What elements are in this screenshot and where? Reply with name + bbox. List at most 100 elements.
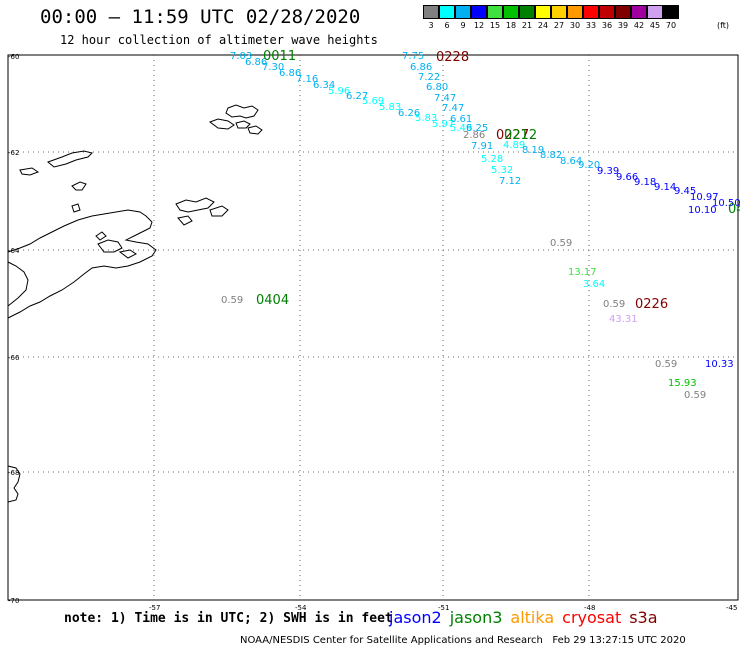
pass-time: 0228 [436,50,469,65]
color-swatch [582,5,599,19]
color-swatch [614,5,631,19]
wave-height: 13.17 [568,267,597,278]
satellite-legend: jason2 jason3 altika cryosat s3a [389,608,666,627]
pass-time: 04 [728,202,740,217]
coast-south [7,465,21,503]
wave-height: 7.12 [499,176,521,187]
wave-height: 5.49 [450,123,472,134]
wave-height: 6.80 [426,82,448,93]
pass-time: 0011 [263,49,296,64]
wave-height: 7.47 [442,103,464,114]
wave-height: 15.93 [668,378,697,389]
island-c [235,120,251,129]
wave-height: 5.96 [328,86,350,97]
wave-height: 0.59 [550,238,572,249]
wave-height: 10.10 [688,205,717,216]
color-scale-label: 15 [489,21,501,30]
wave-height: 5.69 [362,96,384,107]
credit-text: NOAA/NESDIS Center for Satellite Applica… [240,635,686,646]
color-scale-cell: 18 [502,5,519,30]
color-scale-cell: 15 [486,5,503,30]
island-j [177,215,193,226]
wave-height: 9.39 [597,166,619,177]
color-scale-cell: 27 [550,5,567,30]
wave-height: 5.32 [491,165,513,176]
lon-label: -51 [438,604,449,612]
legend-jason2: jason2 [389,608,442,627]
pass-time: 0227 [496,128,529,143]
island-b [208,118,235,130]
wave-height: 6.86 [245,57,267,68]
wave-height: 8.82 [540,150,562,161]
wave-height: 9.45 [674,186,696,197]
color-swatch [646,5,663,19]
color-scale: 3 6 9 12 15 18 21 24 27 30 33 36 39 42 45 70 [422,5,679,30]
legend-jason3: jason3 [449,608,503,627]
color-scale-cell: 12 [470,5,487,30]
wave-height: 7.03 [230,51,252,62]
color-scale-cell: 6 [438,5,455,30]
color-scale-label: 6 [444,21,450,30]
legend-s3a: s3a [629,608,658,627]
island-h [175,197,215,213]
wave-height: 9.18 [634,177,656,188]
wave-height: 7.75 [402,51,424,62]
color-scale-cell: 36 [598,5,615,30]
wave-height: 10.33 [705,359,734,370]
wave-height: 7.91 [471,141,493,152]
lat-label: -68 [8,469,19,477]
plot-frame [7,54,739,601]
color-scale-cell: 9 [454,5,471,30]
island-k [71,203,81,213]
color-scale-label: 70 [665,21,677,30]
lat-label: -64 [8,247,20,255]
color-scale-label: 45 [649,21,661,30]
wave-height: 6.27 [346,91,368,102]
wave-height: 6.86 [279,68,301,79]
color-scale-label: 42 [633,21,645,30]
peninsula [7,209,157,319]
wave-height: 7.16 [296,74,318,85]
note-text: note: 1) Time is in UTC; 2) SWH is in fe… [64,611,393,626]
color-scale-cell: 42 [630,5,647,30]
color-scale-label: 12 [473,21,485,30]
wave-height: 5.83 [415,113,437,124]
wave-height: 5.83 [379,102,401,113]
color-swatch [518,5,535,19]
lon-label: -54 [295,604,307,612]
wave-height: 43.31 [609,314,638,325]
pass-time: 0404 [256,293,289,308]
color-scale-label: 9 [460,21,466,30]
legend-altika: altika [510,608,555,627]
wave-height: 10.97 [690,192,719,203]
lon-label: -45 [726,604,737,612]
island-g [71,181,87,191]
coastline [7,104,263,503]
legend-cryosat: cryosat [562,608,622,627]
wave-height: 7.30 [262,62,284,73]
island-f [19,167,40,176]
wave-height: 7.22 [418,72,440,83]
wave-height: 3.64 [583,279,605,290]
island-e [47,150,93,168]
island-i [209,205,229,217]
wave-height: 6.86 [410,62,432,73]
color-swatch [566,5,583,19]
color-scale-unit: (ft) [717,21,730,30]
color-swatch [502,5,519,19]
color-scale-label: 27 [553,21,565,30]
lon-label: -48 [584,604,595,612]
wave-height: 6.34 [313,80,335,91]
wave-height: 0.59 [655,359,677,370]
color-scale-label: 30 [569,21,581,30]
graticule [8,55,738,600]
wave-height-labels: 7.03 6.86 7.30 6.86 7.16 6.34 5.96 6.27 … [221,51,740,401]
color-scale-cell: 21 [518,5,535,30]
color-scale-cell: 45 [646,5,663,30]
color-swatch [422,5,439,19]
color-scale-label: 36 [601,21,613,30]
color-scale-label: 33 [585,21,597,30]
wave-height: 5.97 [432,119,454,130]
axis-labels: -60 -62 -64 -66 -68 -70 -57 -54 -51 -48 … [8,53,737,612]
pass-time-labels: 0011 0228 0227 0212 0404 0226 04 [256,49,740,312]
